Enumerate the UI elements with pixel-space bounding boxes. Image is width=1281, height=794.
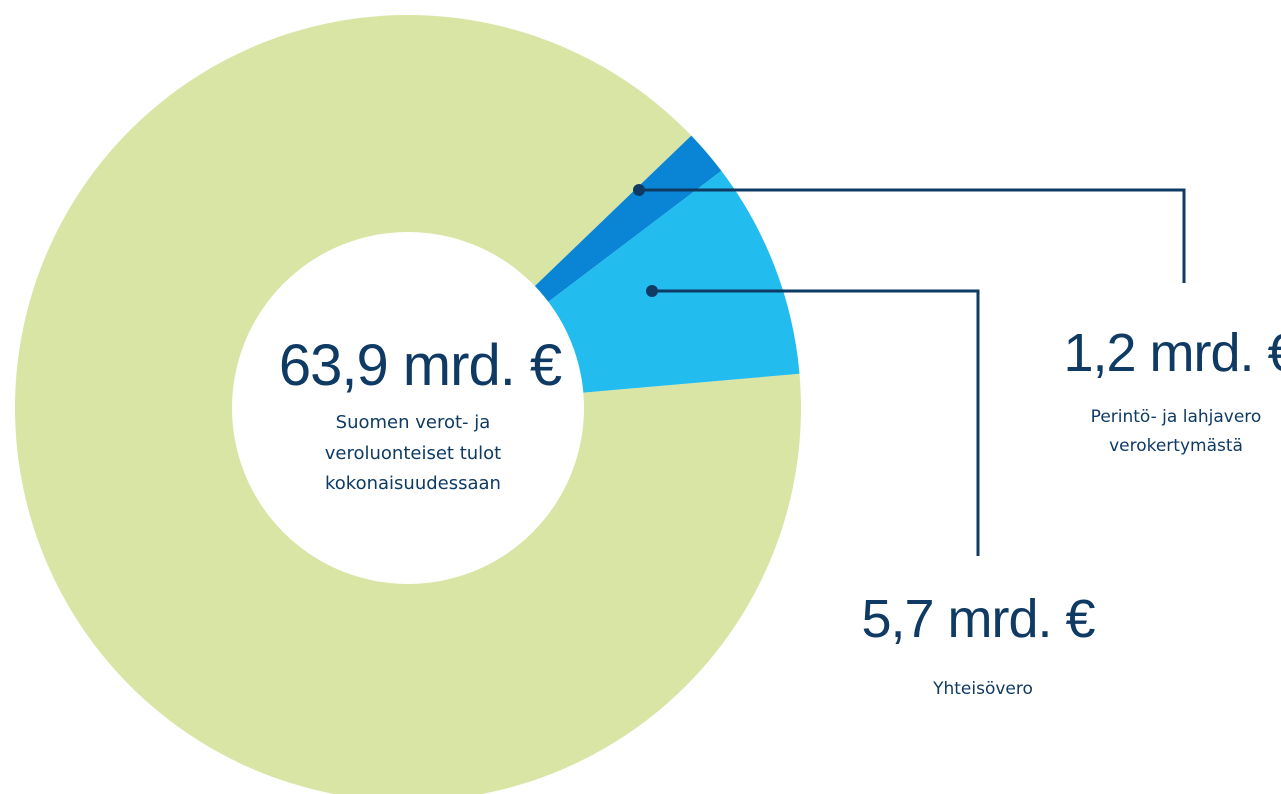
corporate-tax-value-label: 5,7 mrd. €: [861, 589, 1095, 649]
total-description-line-2: veroluonteiset tulot: [325, 443, 501, 464]
inheritance-tax-value-label: 1,2 mrd. €: [1063, 323, 1281, 383]
leader-line-inheritance-tax: [639, 188, 1186, 283]
leader-line-corporate-tax: [652, 289, 980, 556]
donut-hole: [232, 232, 584, 584]
leader-dot-inheritance-tax: [633, 184, 645, 196]
inheritance-tax-label-line-1: Perintö- ja lahjavero: [1091, 407, 1262, 427]
total-description-line-1: Suomen verot- ja: [336, 412, 491, 433]
leader-dot-corporate-tax: [646, 285, 658, 297]
total-value-label: 63,9 mrd. €: [279, 333, 562, 398]
corporate-tax-label-line-1: Yhteisövero: [932, 679, 1033, 699]
total-description-line-3: kokonaisuudessaan: [325, 473, 501, 494]
inheritance-tax-label-line-2: verokertymästä: [1109, 436, 1243, 456]
